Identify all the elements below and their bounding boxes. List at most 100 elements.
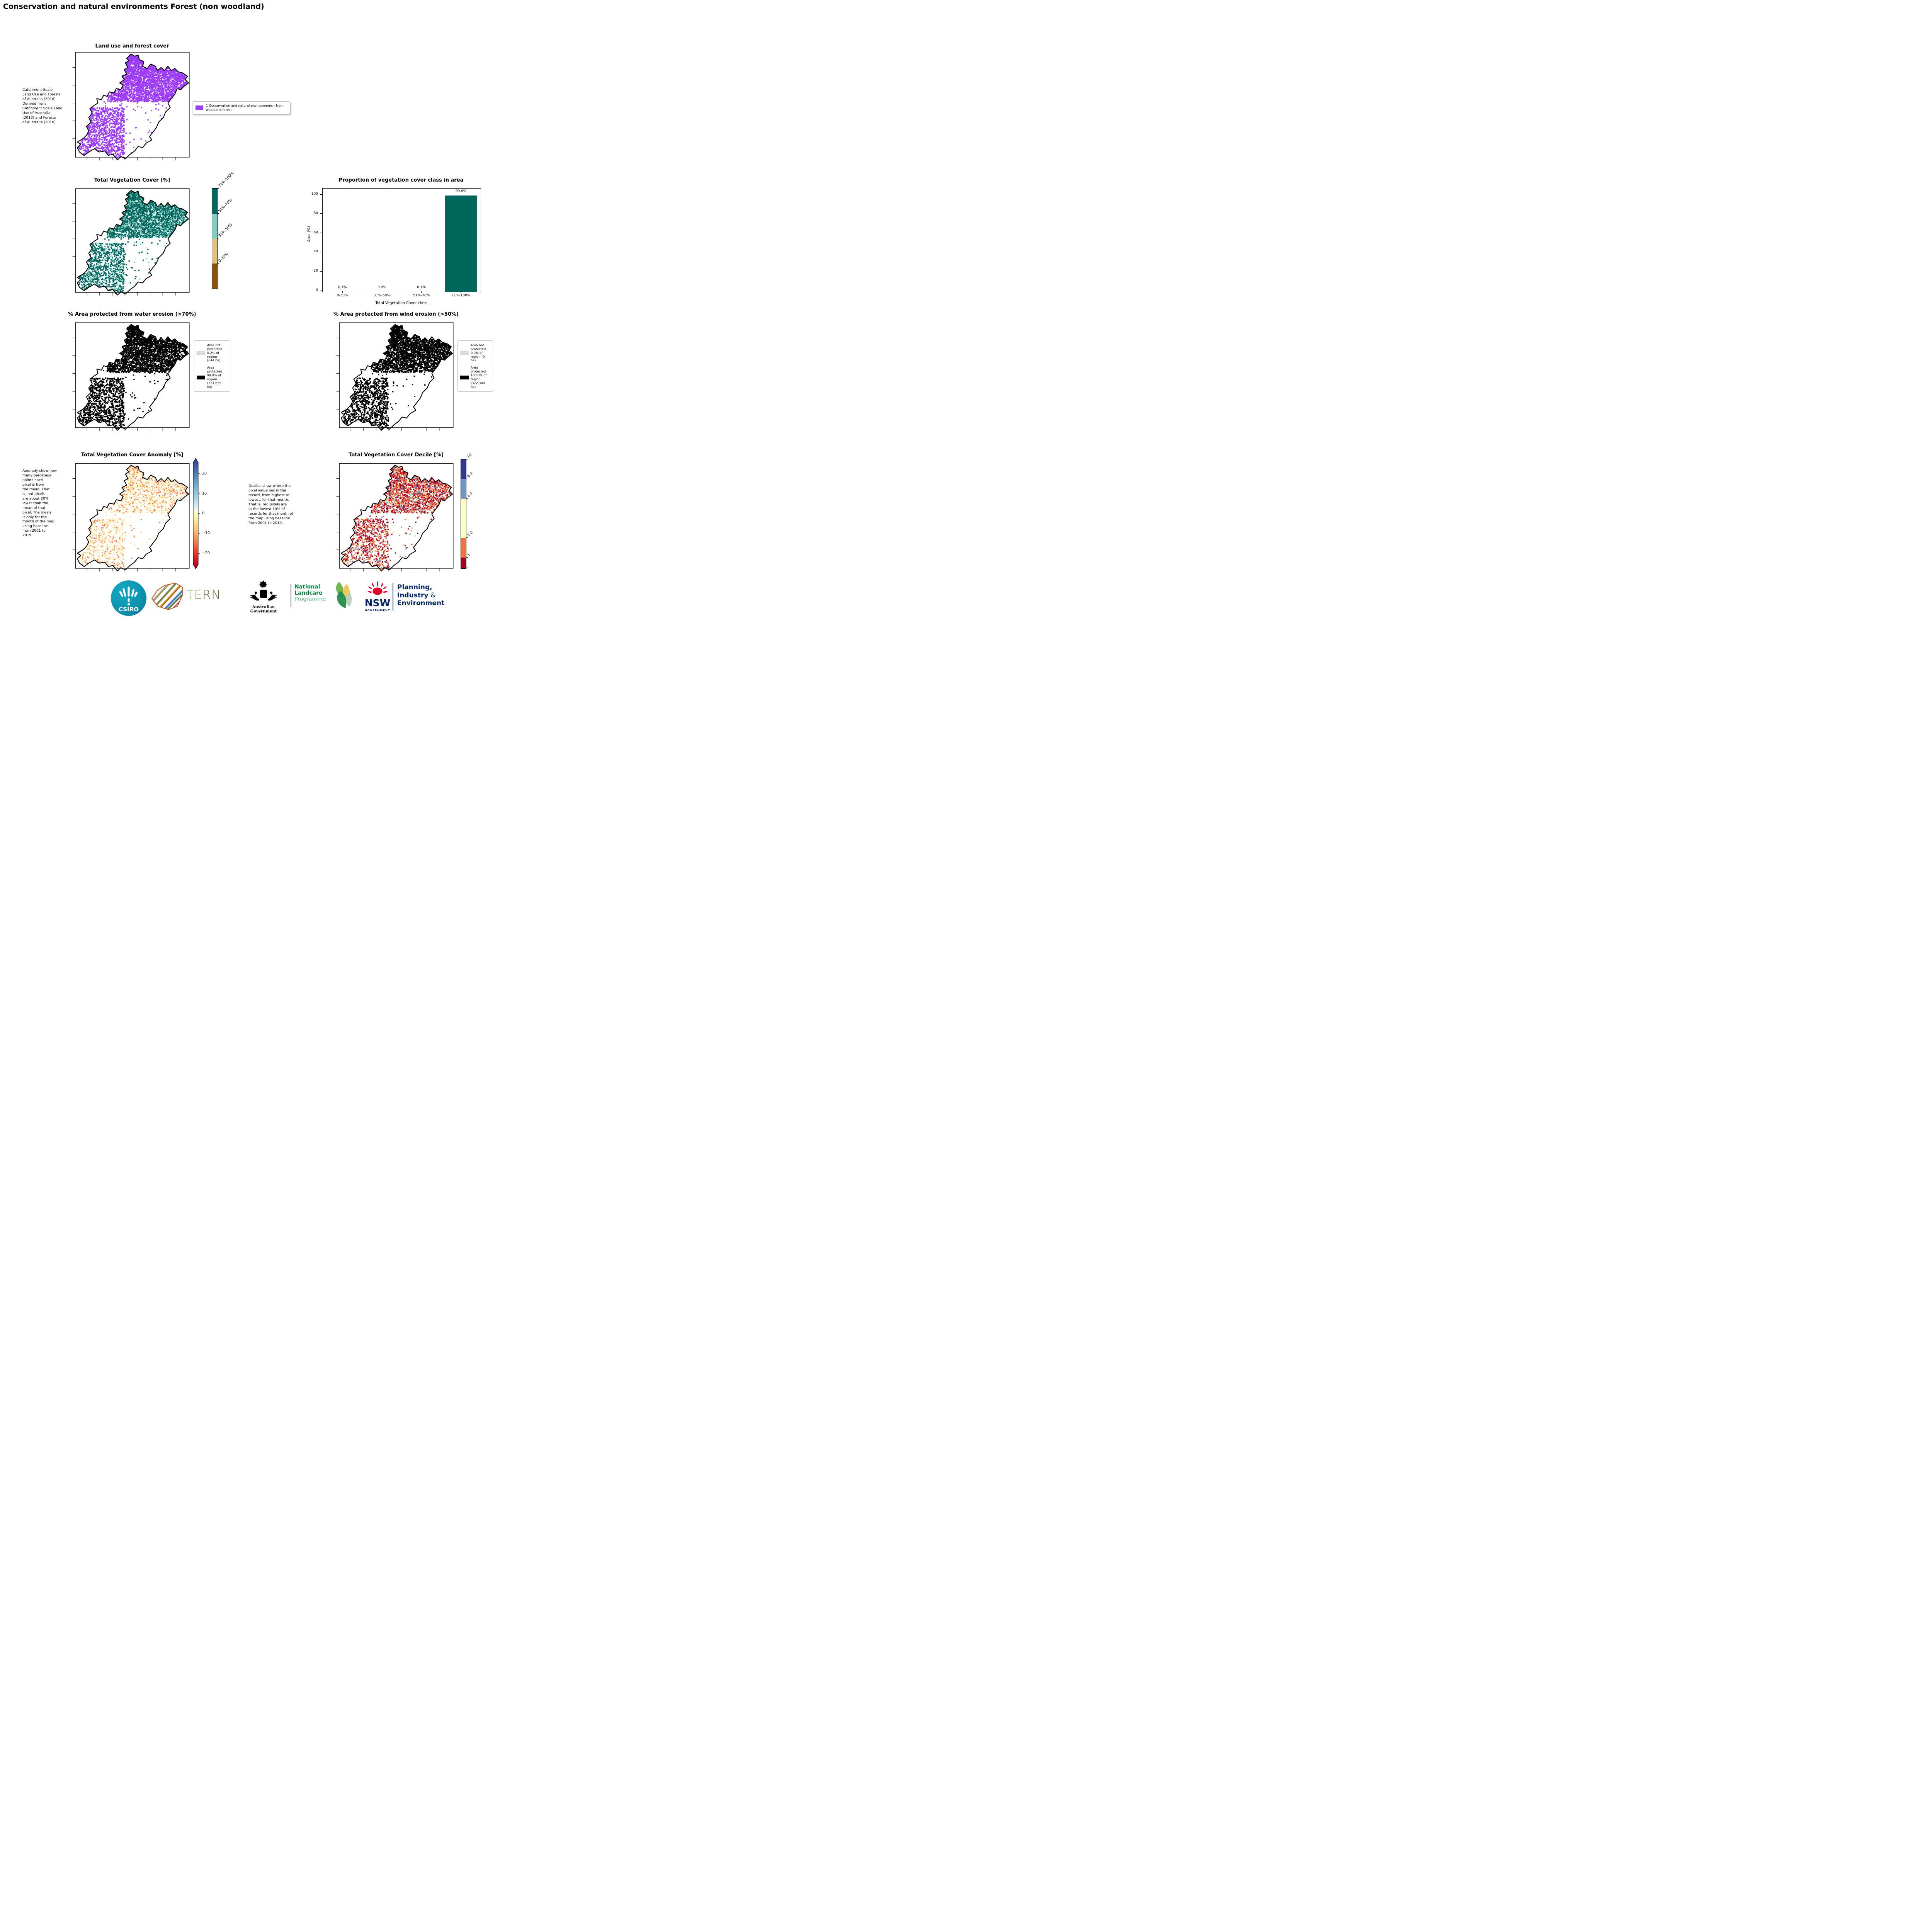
anomaly-cbar-tick-label: 10 [202, 492, 207, 496]
x-tick [421, 291, 422, 293]
water-erosion-title: % Area protected from water erosion (>70… [59, 311, 206, 317]
anomaly-cbar-tick-label: 0 [202, 511, 204, 515]
land-use-legend: 1 Conservation and natural environments … [192, 101, 290, 114]
tvc-colorbar-seg-0-30 [212, 264, 217, 289]
landcare-line-landcare: Landcare [294, 590, 326, 597]
landcare-leaves-icon [336, 582, 352, 608]
anomaly-title: Total Vegetation Cover Anomaly [%] [59, 452, 206, 458]
protected-label: Area protected 100.0% of region (322,300… [471, 366, 486, 389]
legend-entry: Area not protected 0.2% of region (644 h… [197, 343, 228, 362]
not-protected-label: Area not protected 0.2% of region (644 h… [207, 343, 222, 362]
y-tick-label: 40 [306, 250, 318, 253]
pie-line-industry: Industry & [397, 592, 444, 600]
decile-caption: Deciles show where the pixel value lies … [248, 484, 308, 526]
decile-cbar-label: 2-3 [466, 530, 474, 537]
land-use-legend-label: 1 Conservation and natural environments … [206, 104, 284, 112]
water-erosion-map [75, 322, 190, 428]
legend-entry: Area not protected 0.0% of region (0 ha) [460, 343, 490, 362]
land-use-title: Land use and forest cover [59, 43, 206, 49]
legend-entry: Area protected 100.0% of region (322,300… [460, 366, 490, 389]
y-tick [320, 213, 322, 214]
tvc-colorbar-seg-31-50 [212, 238, 217, 264]
x-tick [342, 291, 343, 293]
wind-erosion-title: % Area protected from wind erosion (>50%… [323, 311, 469, 317]
national-landcare-programme-logo: National Landcare Programme [294, 584, 326, 603]
tvc-colorbar [212, 188, 218, 289]
australian-government-label: Australian Government [240, 605, 287, 614]
decile-cbar-tick [466, 498, 468, 499]
tvc-cbar-tick [217, 213, 219, 214]
landcare-line-programme: Programme [294, 596, 326, 603]
tvc-colorbar-seg-71-100 [212, 189, 217, 214]
tvc-cbar-label: 51%-70% [218, 198, 233, 213]
y-tick-label: 100 [306, 192, 318, 196]
csiro-hand-icon: CSIRO [119, 587, 139, 613]
bar-value-label: 0.1% [410, 286, 433, 289]
proportion-chart: 0 20 40 60 80 100 0.1% 0-30% 0.0% 31%-50% 0.1% 51%-… [311, 188, 481, 298]
anomaly-cbar-tick-label: −10 [202, 531, 210, 535]
land-use-legend-swatch [196, 105, 203, 110]
landcare-line-national: National [294, 584, 326, 590]
decile-seg-10 [461, 459, 466, 479]
pie-line-environment: Environment [397, 599, 444, 607]
anomaly-map [75, 463, 190, 569]
tern-map-icon [151, 582, 184, 611]
csiro-label: CSIRO [119, 606, 139, 613]
decile-cbar-label: 8-9 [466, 471, 474, 479]
x-tick-label: 71%-100% [444, 294, 478, 298]
tvc-cbar-label: 31%-50% [218, 223, 233, 238]
decile-seg-4-7 [461, 498, 466, 538]
anomaly-cbar-tick-label: 20 [202, 471, 207, 476]
tern-label: TERN [186, 587, 221, 602]
tvc-cbar-label: 71%-100% [218, 171, 235, 188]
water-erosion-legend: Area not protected 0.2% of region (644 h… [194, 340, 230, 392]
tvc-cbar-label: 0-30% [218, 252, 229, 263]
tvc-colorbar-seg-51-70 [212, 213, 217, 239]
anomaly-colorbar [193, 458, 200, 569]
tvc-map [75, 188, 190, 293]
x-tick-label: 51%-70% [404, 294, 439, 298]
land-use-caption: Catchment Scale Land Use and Forests of … [22, 88, 73, 125]
y-tick [320, 271, 322, 272]
x-tick-label: 31%-50% [364, 294, 399, 298]
anomaly-cbar-tick-label: −20 [202, 551, 210, 555]
decile-cbar-label: 1 [466, 553, 471, 557]
decile-seg-2-3 [461, 538, 466, 558]
bar-71%-100% [445, 196, 477, 292]
csiro-logo: CSIRO [111, 580, 146, 616]
anomaly-caption: Anomaly show how many percetage points e… [22, 469, 73, 538]
decile-seg-1 [461, 557, 466, 568]
decile-map [339, 463, 454, 569]
chart-x-axis-label: Total Vegetation Cover class [322, 301, 480, 305]
y-tick-label: 60 [306, 231, 318, 235]
nsw-waratah-icon [367, 580, 388, 595]
bar-value-label: 99.8% [449, 189, 473, 193]
decile-cbar-label: 4-7 [466, 491, 474, 498]
tvc-cbar-tick [217, 263, 219, 264]
decile-cbar-tick [466, 557, 468, 558]
pie-line-planning: Planning, [397, 583, 444, 592]
protected-swatch [197, 375, 205, 379]
not-protected-label: Area not protected 0.0% of region (0 ha) [471, 343, 486, 362]
protected-label: Area protected 99.8% of region (321,655 … [207, 366, 222, 389]
decile-title: Total Vegetation Cover Decile [%] [323, 452, 469, 458]
legend-entry: Area protected 99.8% of region (321,655 … [197, 366, 228, 389]
tvc-title: Total Vegetation Cover [%] [59, 177, 206, 183]
bar-value-label: 0.0% [370, 286, 393, 289]
decile-colorbar [461, 459, 466, 569]
nsw-label: NSW [361, 597, 394, 609]
y-tick-label: 0 [306, 288, 318, 292]
tvc-cbar-tick [217, 188, 219, 189]
land-use-map [75, 52, 190, 158]
bar-value-label: 0.1% [331, 286, 354, 289]
x-tick-label: 0-30% [325, 294, 360, 298]
not-protected-swatch [460, 351, 469, 355]
y-tick-label: 80 [306, 211, 318, 215]
y-tick-label: 20 [306, 269, 318, 273]
planning-industry-environment-logo: Planning, Industry & Environment [397, 583, 444, 607]
decile-seg-8-9 [461, 479, 466, 499]
not-protected-swatch [197, 351, 205, 355]
wind-erosion-map [339, 322, 454, 428]
nsw-government-label: GOVERNMENT [361, 609, 394, 612]
proportion-chart-title: Proportion of vegetation cover class in … [328, 177, 474, 183]
